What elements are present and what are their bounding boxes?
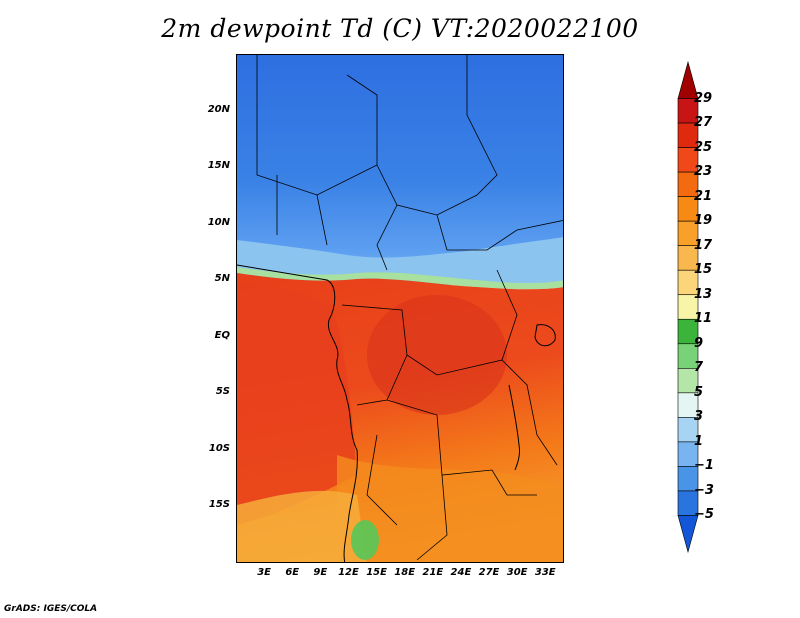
colorbar-label: 29 bbox=[694, 90, 713, 106]
lat-label: EQ bbox=[214, 329, 230, 341]
colorbar-label: 25 bbox=[694, 139, 713, 155]
colorbar-label: 13 bbox=[694, 286, 713, 302]
lon-label: 18E bbox=[394, 567, 416, 578]
lake-tanganyika bbox=[508, 384, 520, 471]
lake-victoria bbox=[534, 324, 556, 347]
colorbar-label: 21 bbox=[694, 188, 713, 204]
colorbar-segment bbox=[677, 515, 699, 554]
southwest-light-orange bbox=[237, 490, 367, 562]
lat-label: 20N bbox=[207, 103, 230, 115]
lon-label: 33E bbox=[534, 567, 556, 578]
colorbar-label: 19 bbox=[694, 213, 713, 229]
lat-label: 10S bbox=[208, 442, 230, 454]
lon-label: 3E bbox=[257, 567, 271, 578]
colorbar-label: −5 bbox=[694, 507, 714, 523]
lat-label: 5S bbox=[215, 386, 230, 398]
lon-label: 12E bbox=[338, 567, 359, 578]
lon-label: 21E bbox=[422, 567, 444, 578]
colorbar-label: 23 bbox=[694, 164, 713, 180]
colorbar-label: −3 bbox=[694, 482, 714, 498]
colorbar-label: 7 bbox=[694, 360, 704, 376]
lon-label: 30E bbox=[506, 567, 528, 578]
lat-label: 15N bbox=[207, 160, 230, 172]
lon-label: 27E bbox=[478, 567, 500, 578]
colorbar-label: 5 bbox=[694, 384, 704, 400]
colorbar-label: 27 bbox=[694, 115, 713, 131]
lon-label: 6E bbox=[285, 567, 300, 578]
colorbar-label: 11 bbox=[694, 311, 713, 327]
southern-orange-area bbox=[337, 455, 563, 562]
colorbar bbox=[677, 60, 699, 554]
map-title: 2m dewpoint Td (C) VT:2020022100 bbox=[161, 14, 639, 43]
coastline bbox=[237, 264, 358, 562]
lat-label: 5N bbox=[214, 273, 230, 285]
colorbar-label: 9 bbox=[694, 335, 704, 351]
lat-label: 10N bbox=[207, 216, 230, 228]
colorbar-label: 17 bbox=[694, 237, 713, 253]
colorbar-label: 1 bbox=[694, 433, 704, 449]
lat-label: 15S bbox=[208, 499, 230, 511]
congo-basin-core bbox=[367, 295, 507, 415]
lon-label: 15E bbox=[366, 567, 387, 578]
atlantic-humid-area bbox=[237, 284, 357, 525]
green-fringe bbox=[237, 267, 563, 290]
lon-label: 9E bbox=[313, 567, 328, 578]
transition-band bbox=[237, 237, 563, 284]
dewpoint-map bbox=[236, 54, 564, 563]
grads-credit: GrADS: IGES/COLA bbox=[4, 604, 98, 614]
colorbar-label: 15 bbox=[694, 262, 713, 278]
green-patch bbox=[351, 520, 379, 560]
colorbar-label: 3 bbox=[694, 409, 704, 425]
lon-label: 24E bbox=[450, 567, 472, 578]
border-lines bbox=[256, 55, 563, 561]
colorbar-label: −1 bbox=[694, 458, 714, 474]
